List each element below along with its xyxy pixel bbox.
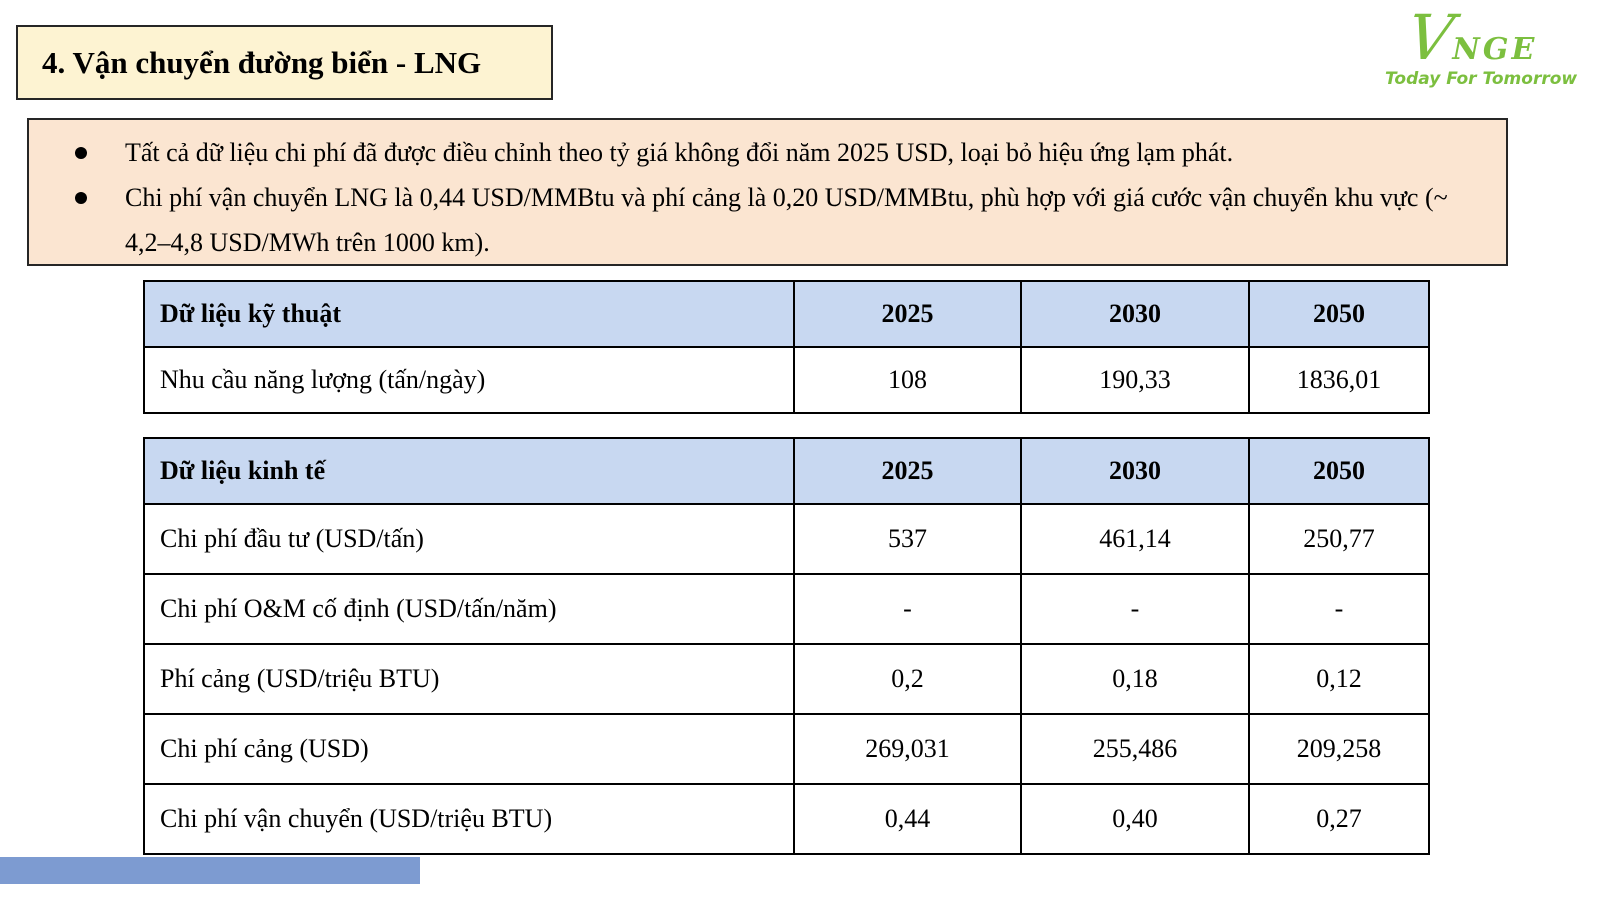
page-title: 4. Vận chuyển đường biển - LNG [42,44,482,80]
table-row: Chi phí O&M cố định (USD/tấn/năm) - - - [143,573,1430,645]
value-cell: - [1248,573,1430,645]
row-label-cell: Phí cảng (USD/triệu BTU) [143,643,795,715]
value-cell: 1836,01 [1248,346,1430,414]
year-header-cell: 2025 [793,437,1022,505]
value-cell: 0,2 [793,643,1022,715]
table-header-row: Dữ liệu kỹ thuật 2025 2030 2050 [143,280,1430,348]
logo-wordmark: VNGE [1385,1,1560,74]
table-row: Phí cảng (USD/triệu BTU) 0,2 0,18 0,12 [143,643,1430,715]
logo-v-icon: V [1402,1,1458,74]
value-cell: 209,258 [1248,713,1430,785]
table-title-cell: Dữ liệu kỹ thuật [143,280,795,348]
row-label-cell: Chi phí O&M cố định (USD/tấn/năm) [143,573,795,645]
row-label-cell: Nhu cầu năng lượng (tấn/ngày) [143,346,795,414]
table-row: Nhu cầu năng lượng (tấn/ngày) 108 190,33 18… [143,346,1430,414]
value-cell: 108 [793,346,1022,414]
year-header-cell: 2050 [1248,280,1430,348]
value-cell: 0,12 [1248,643,1430,715]
footer-accent-bar [0,857,420,884]
row-label-cell: Chi phí cảng (USD) [143,713,795,785]
value-cell: 255,486 [1020,713,1250,785]
row-label-cell: Chi phí vận chuyển (USD/triệu BTU) [143,783,795,855]
table-title-cell: Dữ liệu kinh tế [143,437,795,505]
notes-box: Tất cả dữ liệu chi phí đã được điều chỉn… [27,118,1508,266]
value-cell: 0,40 [1020,783,1250,855]
note-bullet: Chi phí vận chuyển LNG là 0,44 USD/MMBtu… [29,175,1506,265]
row-label-cell: Chi phí đầu tư (USD/tấn) [143,503,795,575]
table-row: Chi phí cảng (USD) 269,031 255,486 209,258 [143,713,1430,785]
data-table: Dữ liệu kỹ thuật 2025 2030 2050 Nhu cầu năng… [143,280,1430,414]
table-row: Chi phí đầu tư (USD/tấn) 537 461,14 250,77 [143,503,1430,575]
economic-data-table: Dữ liệu kinh tế 2025 2030 2050 Chi phí đầu t… [143,437,1430,855]
logo: VNGE Today For Tomorrow [1385,1,1578,89]
data-table: Dữ liệu kinh tế 2025 2030 2050 Chi phí đầu t… [143,437,1430,855]
year-header-cell: 2025 [793,280,1022,348]
value-cell: 250,77 [1248,503,1430,575]
title-box: 4. Vận chuyển đường biển - LNG [16,25,553,100]
value-cell: 269,031 [793,713,1022,785]
note-bullet: Tất cả dữ liệu chi phí đã được điều chỉn… [29,130,1506,175]
logo-letters: NGE [1452,32,1538,67]
value-cell: 0,27 [1248,783,1430,855]
value-cell: 461,14 [1020,503,1250,575]
year-header-cell: 2030 [1020,280,1250,348]
notes-list: Tất cả dữ liệu chi phí đã được điều chỉn… [29,130,1506,265]
value-cell: 0,18 [1020,643,1250,715]
value-cell: 190,33 [1020,346,1250,414]
year-header-cell: 2050 [1248,437,1430,505]
value-cell: - [793,573,1022,645]
year-header-cell: 2030 [1020,437,1250,505]
value-cell: - [1020,573,1250,645]
table-row: Chi phí vận chuyển (USD/triệu BTU) 0,44 0,… [143,783,1430,855]
value-cell: 537 [793,503,1022,575]
logo-tagline: Today For Tomorrow [1385,68,1578,89]
technical-data-table: Dữ liệu kỹ thuật 2025 2030 2050 Nhu cầu năng… [143,280,1430,414]
table-header-row: Dữ liệu kinh tế 2025 2030 2050 [143,437,1430,505]
value-cell: 0,44 [793,783,1022,855]
